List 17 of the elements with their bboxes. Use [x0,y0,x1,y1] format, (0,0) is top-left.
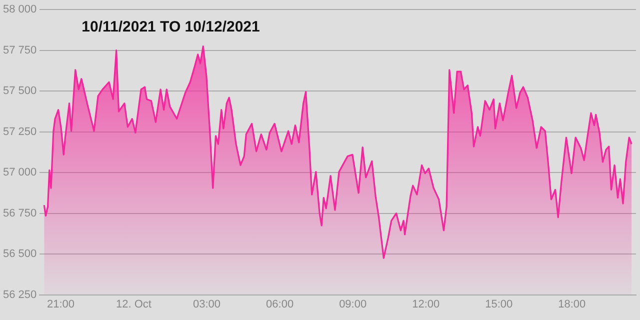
x-tick-label: 12:00 [412,298,440,310]
x-tick-label: 15:00 [485,298,513,310]
text: 10/11/2021 TO 10/12/2021 [82,18,260,36]
x-tick-label: 21:00 [46,298,75,310]
x-tick-label: 09:00 [339,298,367,310]
y-tick-label: 56 250 [2,288,37,301]
y-tick-label: 57 000 [2,166,37,179]
y-tick-label: 57 500 [2,85,37,98]
y-tick-label: 58 000 [2,4,37,16]
x-tick-label: 03:00 [193,298,221,310]
x-tick-label: 12. Oct [116,298,152,310]
y-tick-label: 57 250 [2,126,37,138]
y-tick-label: 57 750 [2,44,37,56]
y-tick-label: 56 500 [2,248,37,260]
x-tick-label: 06:00 [266,298,294,310]
x-tick-label: 18:00 [558,298,586,310]
y-tick-label: 56 750 [2,207,37,220]
